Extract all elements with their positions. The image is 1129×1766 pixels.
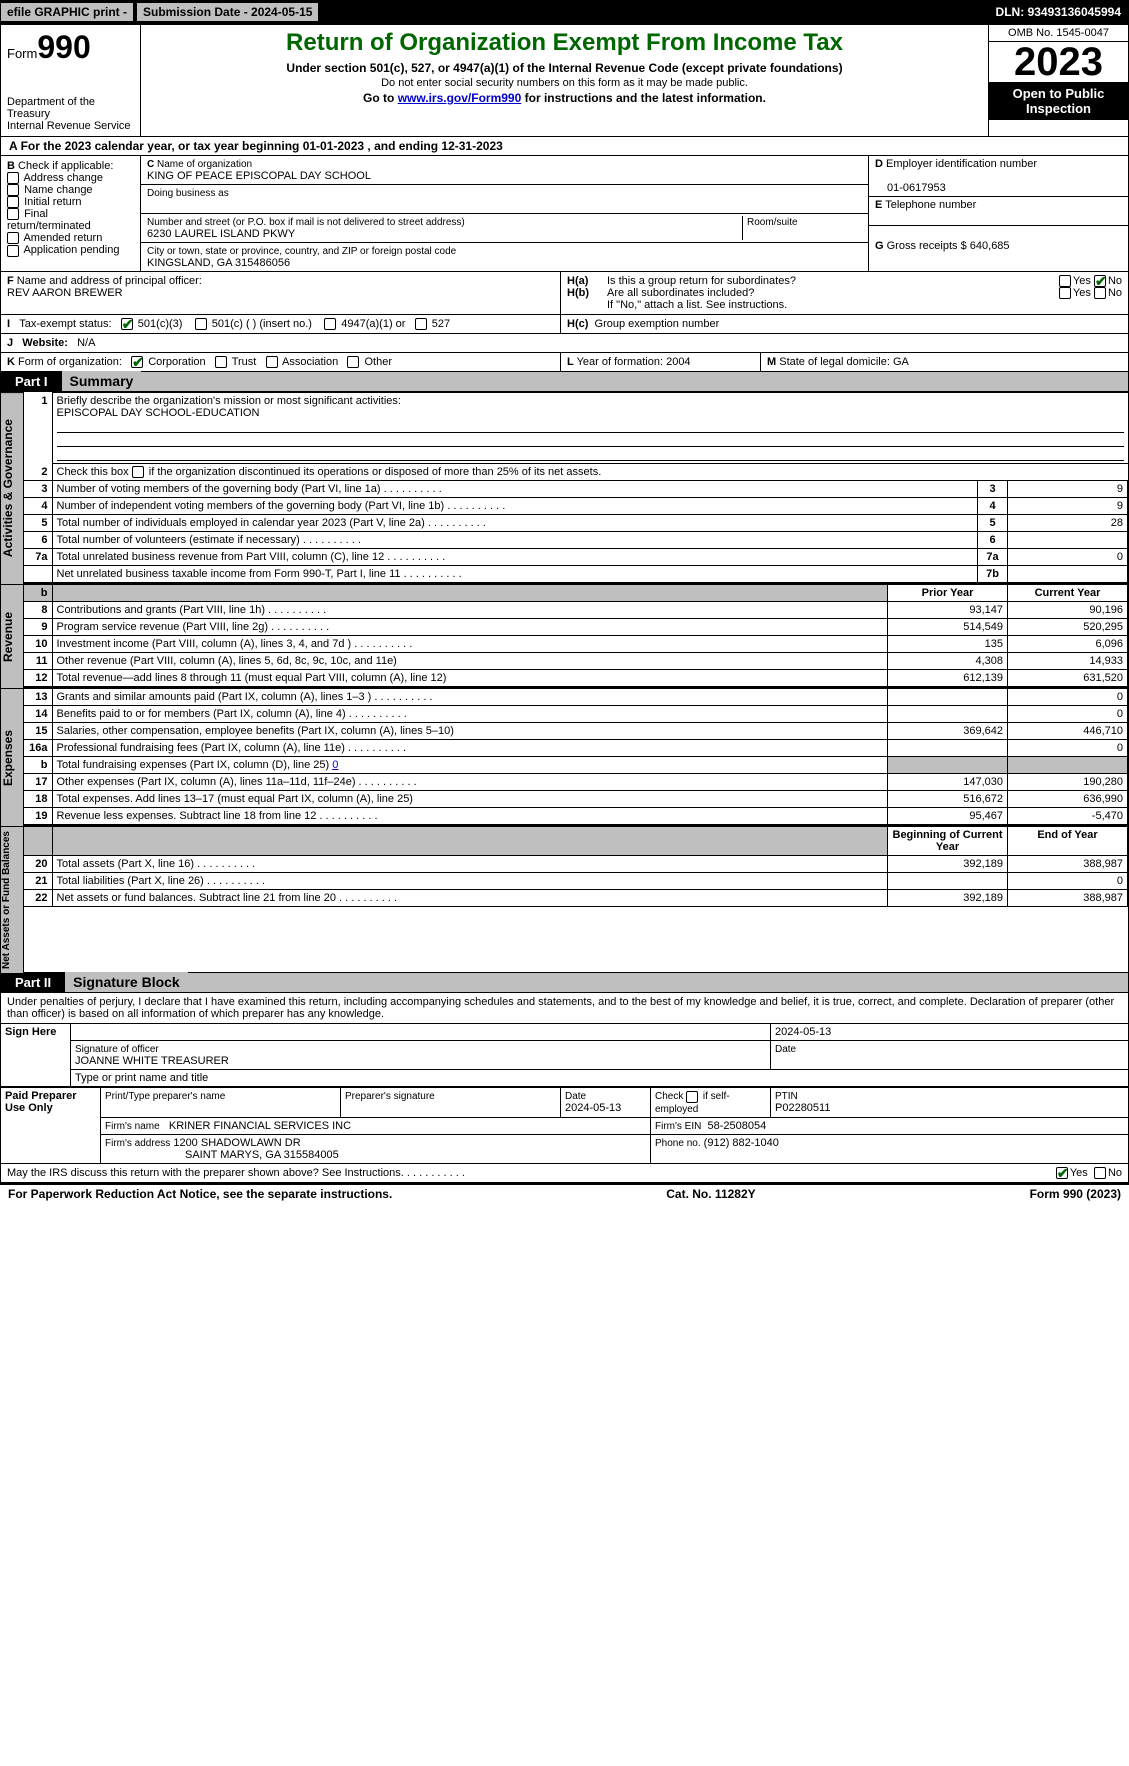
- part1-header: Part ISummary: [0, 372, 1129, 392]
- chk-501c[interactable]: [195, 318, 207, 330]
- line-a: A For the 2023 calendar year, or tax yea…: [0, 137, 1129, 156]
- chk-trust[interactable]: [215, 356, 227, 368]
- page-footer: For Paperwork Reduction Act Notice, see …: [0, 1183, 1129, 1203]
- org-city: KINGSLAND, GA 315486056: [147, 257, 290, 269]
- form-title: Return of Organization Exempt From Incom…: [147, 29, 982, 57]
- chk-amended[interactable]: [7, 232, 19, 244]
- chk-other[interactable]: [347, 356, 359, 368]
- section-i: I Tax-exempt status: 501(c)(3) 501(c) ( …: [0, 315, 1129, 334]
- section-j: J Website: N/A: [0, 334, 1129, 353]
- sign-here-label: Sign Here: [1, 1024, 71, 1087]
- mission: EPISCOPAL DAY SCHOOL-EDUCATION: [57, 407, 260, 419]
- chk-discuss-no[interactable]: [1094, 1167, 1106, 1179]
- part1-rev: Revenue bPrior YearCurrent Year 8Contrib…: [0, 584, 1129, 688]
- section-fh: F Name and address of principal officer:…: [0, 272, 1129, 315]
- part1-gov: Activities & Governance 1Briefly describ…: [0, 392, 1129, 584]
- org-name: KING OF PEACE EPISCOPAL DAY SCHOOL: [147, 170, 371, 182]
- form-number: Form990: [7, 29, 134, 66]
- dln: DLN: 93493136045994: [996, 5, 1129, 19]
- chk-501c3[interactable]: [121, 318, 133, 330]
- chk-ha-yes[interactable]: [1059, 275, 1071, 287]
- form990-link[interactable]: www.irs.gov/Form990: [398, 91, 522, 105]
- gross-receipts: 640,685: [970, 240, 1010, 252]
- website: N/A: [77, 337, 95, 349]
- form-header: Form990 Department of the Treasury Inter…: [0, 24, 1129, 137]
- chk-initial-return[interactable]: [7, 196, 19, 208]
- section-bcdeg: B Check if applicable: Address change Na…: [0, 156, 1129, 272]
- vtab-gov: Activities & Governance: [0, 392, 24, 584]
- section-klm: K Form of organization: Corporation Trus…: [0, 353, 1129, 372]
- chk-4947[interactable]: [324, 318, 336, 330]
- firm-address-1: 1200 SHADOWLAWN DR: [173, 1137, 300, 1149]
- officer-name: JOANNE WHITE TREASURER: [75, 1055, 229, 1067]
- form-subtitle-2: Do not enter social security numbers on …: [147, 77, 982, 89]
- part2-header: Part IISignature Block: [0, 973, 1129, 993]
- vtab-net: Net Assets or Fund Balances: [0, 826, 24, 973]
- box-c: C Name of organizationKING OF PEACE EPIS…: [141, 156, 868, 271]
- declaration: Under penalties of perjury, I declare th…: [0, 993, 1129, 1023]
- discuss-row: May the IRS discuss this return with the…: [0, 1164, 1129, 1183]
- efile-print-button[interactable]: efile GRAPHIC print -: [0, 2, 134, 22]
- chk-ha-no[interactable]: [1094, 275, 1106, 287]
- chk-hb-no[interactable]: [1094, 287, 1106, 299]
- submission-date: Submission Date - 2024-05-15: [136, 2, 319, 22]
- form-subtitle-1: Under section 501(c), 527, or 4947(a)(1)…: [147, 61, 982, 75]
- ptin: P02280511: [775, 1102, 830, 1114]
- chk-assoc[interactable]: [266, 356, 278, 368]
- chk-corp[interactable]: [131, 356, 143, 368]
- top-bar: efile GRAPHIC print - Submission Date - …: [0, 0, 1129, 24]
- chk-name-change[interactable]: [7, 184, 19, 196]
- form-subtitle-3: Go to www.irs.gov/Form990 for instructio…: [147, 91, 982, 105]
- box-b: B Check if applicable: Address change Na…: [1, 156, 141, 271]
- irs-label: Internal Revenue Service: [7, 120, 134, 132]
- chk-discuss-yes[interactable]: [1056, 1167, 1068, 1179]
- chk-app-pending[interactable]: [7, 245, 19, 257]
- part1-net: Net Assets or Fund Balances Beginning of…: [0, 826, 1129, 973]
- firm-name: KRINER FINANCIAL SERVICES INC: [169, 1120, 351, 1132]
- firm-phone: (912) 882-1040: [704, 1137, 779, 1149]
- open-public: Open to Public Inspection: [989, 82, 1128, 120]
- principal-officer: REV AARON BREWER: [7, 287, 123, 299]
- chk-address-change[interactable]: [7, 172, 19, 184]
- fundraising-link[interactable]: 0: [332, 759, 338, 771]
- vtab-rev: Revenue: [0, 584, 24, 688]
- chk-final-return[interactable]: [7, 208, 19, 220]
- chk-hb-yes[interactable]: [1059, 287, 1071, 299]
- ein: 01-0617953: [875, 182, 946, 194]
- firm-address-2: SAINT MARYS, GA 315584005: [105, 1149, 339, 1161]
- org-street: 6230 LAUREL ISLAND PKWY: [147, 228, 295, 240]
- paid-preparer-block: Paid Preparer Use Only Print/Type prepar…: [0, 1087, 1129, 1163]
- dept-treasury: Department of the Treasury: [7, 96, 134, 120]
- part1-exp: Expenses 13Grants and similar amounts pa…: [0, 688, 1129, 826]
- paid-preparer-label: Paid Preparer Use Only: [1, 1088, 101, 1163]
- vtab-exp: Expenses: [0, 688, 24, 826]
- sign-here-block: Sign Here 2024-05-13 Signature of office…: [0, 1023, 1129, 1087]
- chk-discontinued[interactable]: [132, 466, 144, 478]
- chk-self-employed[interactable]: [686, 1091, 698, 1103]
- box-deg: D Employer identification number01-06179…: [868, 156, 1128, 271]
- firm-ein: 58-2508054: [707, 1120, 766, 1132]
- tax-year: 2023: [989, 42, 1128, 82]
- chk-527[interactable]: [415, 318, 427, 330]
